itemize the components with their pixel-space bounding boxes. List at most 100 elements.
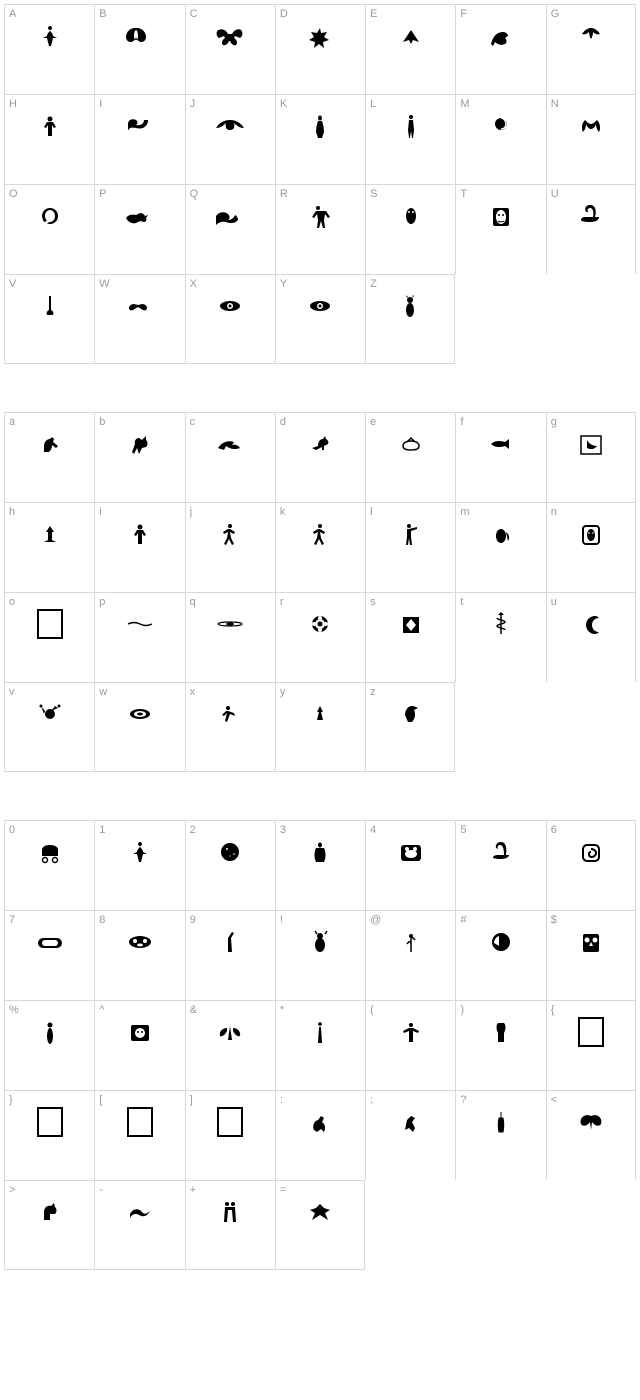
glyph-cell: ^ (94, 1000, 184, 1090)
glyph-cell: ! (275, 910, 365, 1000)
cell-label: F (460, 8, 467, 20)
square-flower-icon (390, 607, 432, 639)
cell-label: = (280, 1184, 286, 1196)
cell-label: O (9, 188, 18, 200)
cell-label: a (9, 416, 15, 428)
cell-label: K (280, 98, 287, 110)
cell-label: } (9, 1094, 13, 1106)
cell-label: m (460, 506, 469, 518)
drape-fall-icon (480, 1015, 522, 1047)
glyph-cell: 4 (365, 820, 455, 910)
glyph-cell: 2 (185, 820, 275, 910)
cell-label: d (280, 416, 286, 428)
cell-label: T (460, 188, 467, 200)
glyph-cell: 8 (94, 910, 184, 1000)
glyph-cell: - (94, 1180, 184, 1270)
cell-label: 8 (99, 914, 105, 926)
empty-box-icon (119, 1105, 161, 1137)
glyph-cell: n (546, 502, 636, 592)
waiter-icon (390, 517, 432, 549)
cell-label: A (9, 8, 16, 20)
lizard-icon (113, 199, 167, 231)
cell-label: y (280, 686, 286, 698)
cell-label: i (99, 506, 101, 518)
glyph-cell: E (365, 4, 455, 94)
scroll-wave-icon (113, 109, 167, 141)
cell-label: W (99, 278, 109, 290)
cell-label: M (460, 98, 469, 110)
cherub-box-icon (570, 427, 612, 459)
cell-label: 6 (551, 824, 557, 836)
glyph-cell: ; (365, 1090, 455, 1180)
glyph-cell: a (4, 412, 94, 502)
ballerina-1-icon (209, 517, 251, 549)
couple-icon (209, 1195, 251, 1227)
cell-label: s (370, 596, 376, 608)
glyph-cell: < (546, 1090, 636, 1180)
cell-label: Y (280, 278, 287, 290)
glyph-cell: 9 (185, 910, 275, 1000)
cell-label: B (99, 8, 106, 20)
glyph-cell: # (455, 910, 545, 1000)
divider-thin-icon (113, 607, 167, 639)
cat-sitting-icon (29, 427, 71, 459)
glyph-cell: 0 (4, 820, 94, 910)
empty-box-icon (29, 607, 71, 639)
glyph-cell: = (275, 1180, 365, 1270)
moon-face-icon (570, 607, 612, 639)
glyph-cell: { (546, 1000, 636, 1090)
glyph-cell: ) (455, 1000, 545, 1090)
cell-label: u (551, 596, 557, 608)
arm-raised-icon (209, 925, 251, 957)
glyph-cell: x (185, 682, 275, 772)
glyph-cell: > (4, 1180, 94, 1270)
swirl-ball-icon (480, 109, 522, 141)
glyph-cell: N (546, 94, 636, 184)
cell-label: U (551, 188, 559, 200)
cell-label: G (551, 8, 560, 20)
cell-label: L (370, 98, 376, 110)
cell-label: ! (280, 914, 283, 926)
glyph-cell: H (4, 94, 94, 184)
cat-profile-icon (29, 1195, 71, 1227)
cat-back-icon (480, 517, 522, 549)
fleuron-wide-icon (203, 109, 257, 141)
ornament-symmetric-icon (570, 19, 612, 51)
cell-label: v (9, 686, 15, 698)
glyph-cell: Z (365, 274, 455, 364)
eye-left-icon (209, 289, 251, 321)
glyph-cell: D (275, 4, 365, 94)
cell-label: g (551, 416, 557, 428)
glyph-cell: ( (365, 1000, 455, 1090)
jester-face-icon (29, 697, 71, 729)
dancer-arms-icon (390, 1015, 432, 1047)
glyph-cell: L (365, 94, 455, 184)
face-frame-icon (570, 517, 612, 549)
glyph-cell: s (365, 592, 455, 682)
glyph-cell: O (4, 184, 94, 274)
glyph-cell: 5 (455, 820, 545, 910)
hanging-figure-icon (480, 1105, 522, 1137)
cat-tall-icon (29, 1015, 71, 1047)
glyph-cell: w (94, 682, 184, 772)
glyph-cell: F (455, 4, 545, 94)
cell-label: $ (551, 914, 557, 926)
cell-label: f (460, 416, 463, 428)
cell-label: & (190, 1004, 197, 1016)
glyph-cell: M (455, 94, 545, 184)
glyph-cell: W (94, 274, 184, 364)
cell-label: w (99, 686, 107, 698)
glyph-cell: 3 (275, 820, 365, 910)
cell-label: R (280, 188, 288, 200)
glyph-cell: C (185, 4, 275, 94)
cell-label: C (190, 8, 198, 20)
woman-standing-icon (299, 109, 341, 141)
cell-label: c (190, 416, 196, 428)
glyph-cell: V (4, 274, 94, 364)
cell-label: > (9, 1184, 15, 1196)
thistle-icon (299, 697, 341, 729)
glyph-cell: t (455, 592, 545, 682)
cell-label: I (99, 98, 102, 110)
fairy-dancing-icon (209, 697, 251, 729)
glyph-cell: @ (365, 910, 455, 1000)
